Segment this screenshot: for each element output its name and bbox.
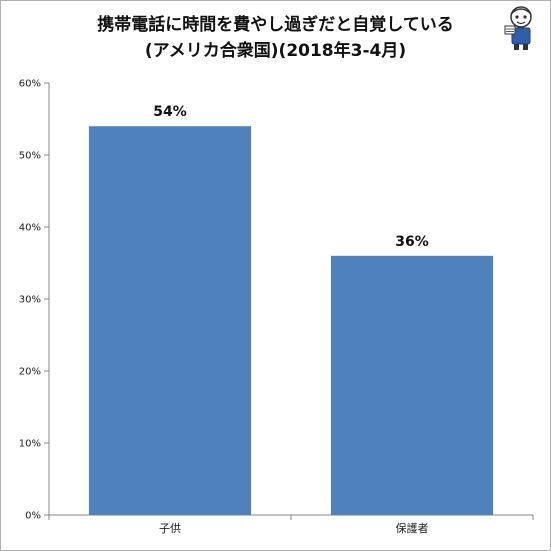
x-category-label: 子供 [159, 521, 181, 535]
bar [330, 255, 494, 516]
y-tick-label: 30% [19, 295, 41, 306]
newspaper-mascot-icon [504, 6, 532, 50]
y-tick-label: 0% [25, 511, 41, 522]
y-tick-label: 20% [19, 367, 41, 378]
x-category-label: 保護者 [396, 521, 429, 535]
chart-title: 携帯電話に時間を費やし過ぎだと自覚している (アメリカ合衆国)(2018年3-4… [0, 12, 551, 64]
data-label: 54% [153, 104, 187, 120]
chart-title-line2: (アメリカ合衆国)(2018年3-4月) [144, 41, 407, 61]
bar [88, 126, 252, 515]
y-tick-label: 50% [19, 151, 41, 162]
y-tick-label: 10% [19, 439, 41, 450]
chart-title-line1: 携帯電話に時間を費やし過ぎだと自覚している [97, 15, 454, 35]
data-label: 36% [395, 234, 429, 250]
y-tick-label: 60% [19, 79, 41, 90]
y-tick-label: 40% [19, 223, 41, 234]
